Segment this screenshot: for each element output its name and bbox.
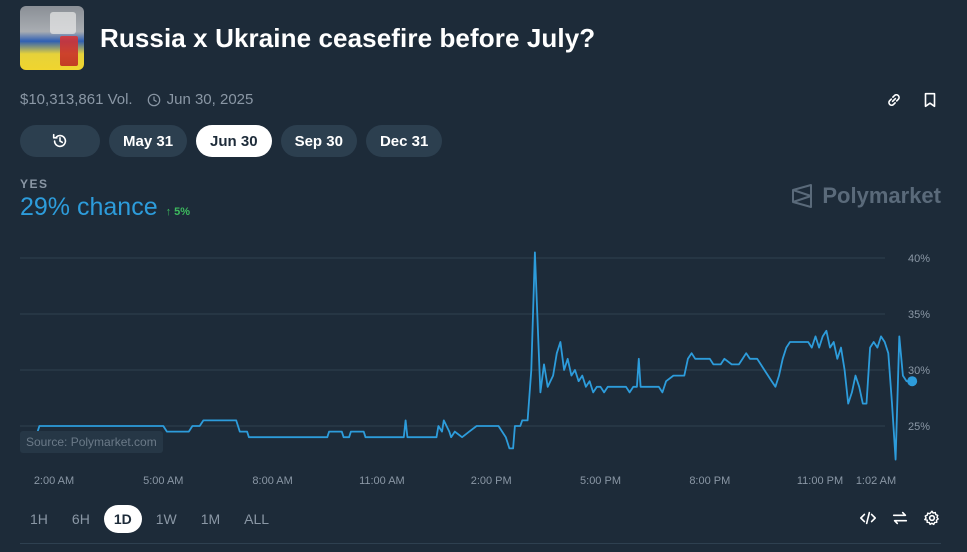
x-tick-label: 8:00 AM [252,475,292,487]
embed-code-icon[interactable] [859,509,877,527]
chart-actions [859,509,941,527]
x-tick-label: 5:00 AM [143,475,183,487]
tab-sep-30[interactable]: Sep 30 [280,125,357,157]
y-tick-label: 40% [908,253,930,265]
outcome-label: YES [20,177,49,191]
clock-icon [147,93,160,106]
swap-icon[interactable] [891,509,909,527]
bottom-divider [20,543,941,544]
y-tick-label: 25% [908,421,930,433]
bookmark-icon[interactable] [921,91,939,109]
up-arrow-icon: ↑ [165,206,172,218]
market-meta: $10,313,861 Vol. Jun 30, 2025 [20,91,253,108]
volume-text: $10,313,861 Vol. [20,91,133,108]
range-1h[interactable]: 1H [30,511,48,527]
settings-icon[interactable] [923,509,941,527]
tab-dec-31[interactable]: Dec 31 [365,125,443,157]
market-header: Russia x Ukraine ceasefire before July? [20,6,595,70]
x-tick-label: 1:02 AM [856,475,896,487]
chance-delta-value: 5% [174,206,191,218]
y-tick-label: 30% [908,365,930,377]
time-range-selector: 1H 6H 1D 1W 1M ALL [20,505,279,533]
x-tick-label: 5:00 PM [580,475,621,487]
chance-display: 29% chance ↑ 5% [20,193,190,222]
link-icon[interactable] [885,91,903,109]
x-tick-label: 8:00 PM [689,475,730,487]
current-point-marker [907,376,918,387]
polymarket-icon [792,184,813,208]
range-1d[interactable]: 1D [103,505,142,533]
polymarket-logo: Polymarket [790,183,941,209]
range-all[interactable]: ALL [244,511,270,527]
chance-value: 29% chance [20,193,158,221]
x-tick-label: 11:00 PM [797,475,843,487]
market-title: Russia x Ukraine ceasefire before July? [100,22,596,53]
date-tabs: May 31 Jun 30 Sep 30 Dec 31 [20,125,443,157]
source-label: Source: Polymarket.com [20,431,163,453]
x-tick-label: 2:00 AM [34,475,74,487]
range-1m[interactable]: 1M [200,511,221,527]
x-tick-label: 2:00 PM [471,475,512,487]
history-icon [52,133,67,148]
x-tick-label: 11:00 AM [359,475,405,487]
top-actions [885,91,939,109]
range-6h[interactable]: 6H [71,511,90,527]
tab-may-31[interactable]: May 31 [109,125,188,157]
range-1w[interactable]: 1W [155,511,177,527]
chance-delta: ↑ 5% [166,206,190,218]
market-thumbnail [20,6,84,70]
series-line [36,251,911,461]
y-tick-label: 35% [908,309,930,321]
end-date-text: Jun 30, 2025 [166,91,254,108]
history-button[interactable] [20,125,100,157]
brand-name: Polymarket [822,183,941,208]
tab-jun-30[interactable]: Jun 30 [196,125,272,157]
